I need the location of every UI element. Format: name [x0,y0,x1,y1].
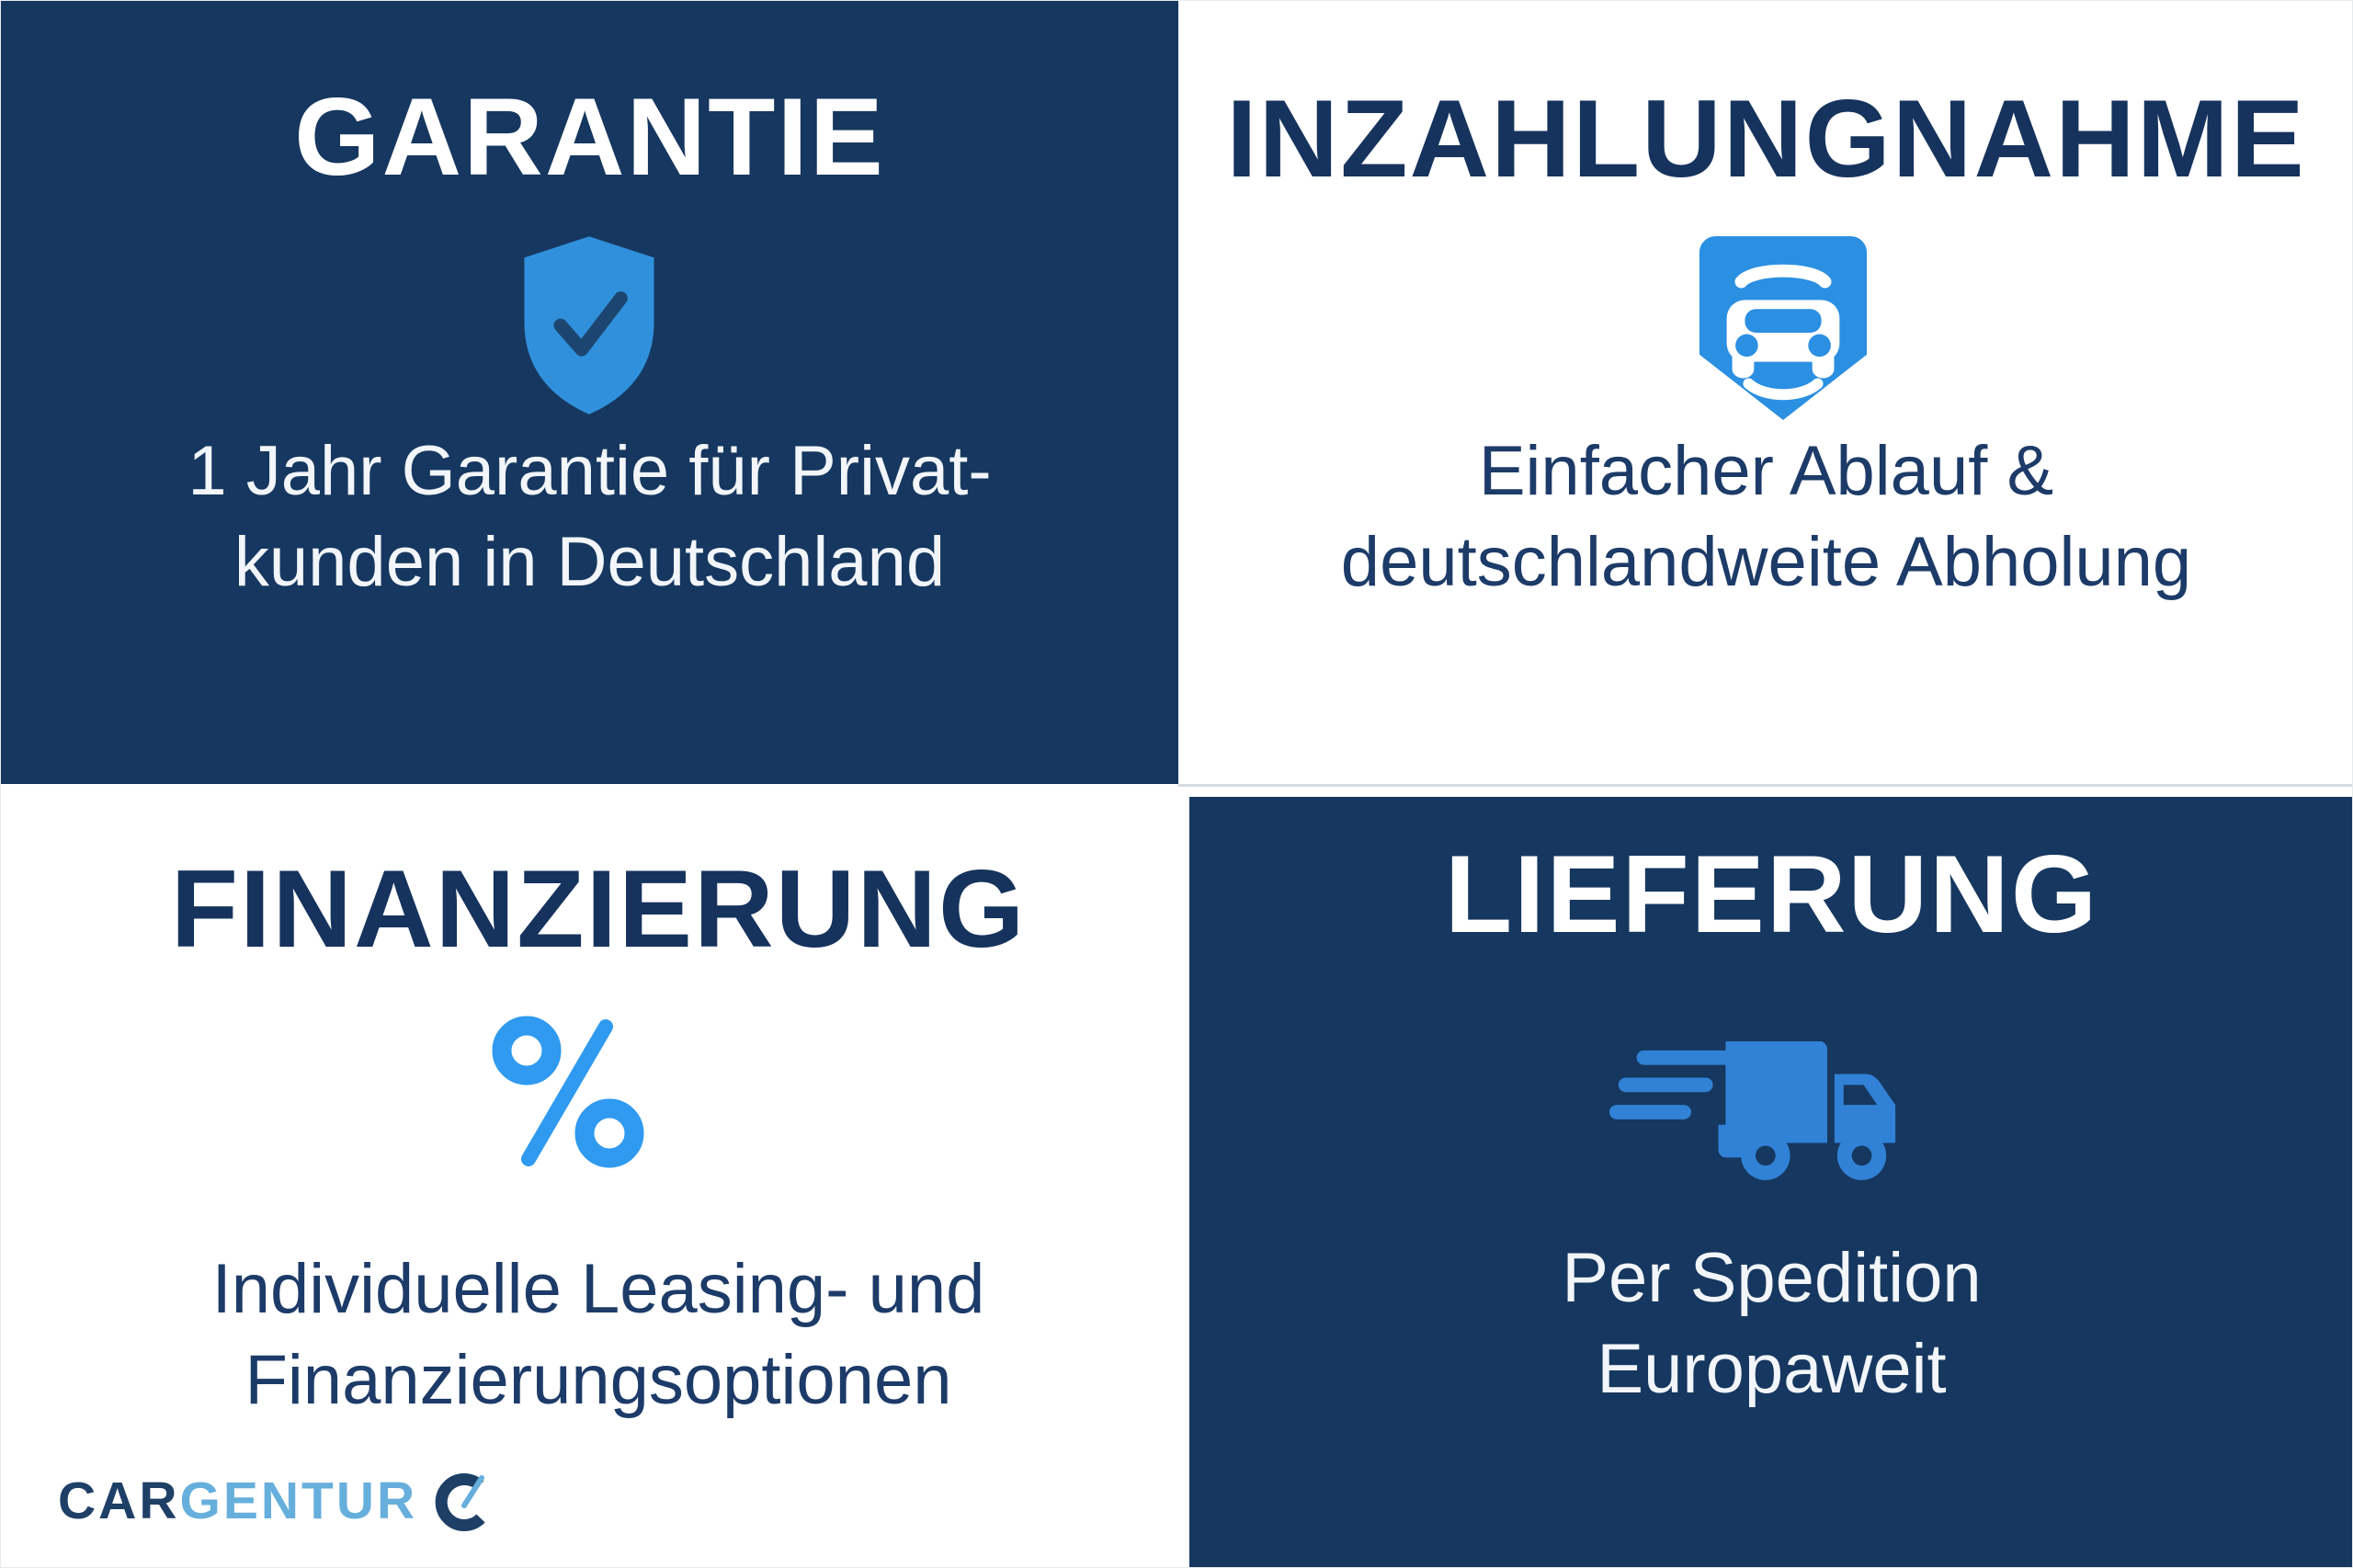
lieferung-body-line-2: Europaweit [1597,1330,1947,1408]
finanzierung-body-line-2: Finanzierungsoptionen [244,1341,952,1419]
lieferung-title: LIEFERUNG [1444,833,2099,956]
cargentur-logo-wordmark: CARGENTUR [58,1474,417,1528]
finanzierung-title: FINANZIERUNG [170,847,1027,971]
horizontal-seam-line [1178,784,2352,787]
inzahlungnahme-body-line-2: deutschlandweite Abholung [1340,523,2192,601]
delivery-truck-icon [1609,1032,1900,1187]
inzahlungnahme-title: INZAHLUNGNAHME [1226,77,2306,200]
garantie-title: GARANTIE [294,75,885,199]
inzahlungnahme-body-line-1: Einfacher Ablauf & [1478,432,2054,510]
garantie-body-line-1: 1 Jahr Garantie für Privat- [188,432,992,510]
panel-lieferung-background [1189,797,2352,1567]
lieferung-body-text: Per Spedition Europaweit [1189,1233,2352,1415]
shield-check-icon [514,231,665,420]
garantie-body-line-2: kunden in Deutschland [233,523,946,601]
finanzierung-body-line-1: Individuelle Leasing- und [211,1250,985,1328]
c-slash-monogram-icon [434,1468,485,1534]
inzahlungnahme-body-text: Einfacher Ablauf & deutschlandweite Abho… [1178,426,2352,608]
cargentur-logo: CARGENTUR [58,1468,485,1534]
garantie-body-text: 1 Jahr Garantie für Privat- kunden in De… [1,426,1178,608]
lieferung-body-line-1: Per Spedition [1562,1239,1982,1317]
logo-text-gentur: GENTUR [179,1471,418,1530]
logo-text-car: CAR [58,1471,180,1530]
percent-icon [488,1010,650,1176]
finanzierung-body-text: Individuelle Leasing- und Finanzierungso… [1,1244,1196,1426]
car-badge-icon [1692,234,1874,424]
